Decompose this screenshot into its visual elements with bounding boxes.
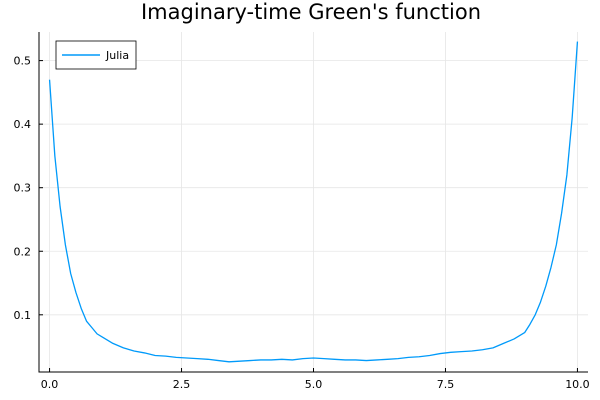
x-tick-label: 2.5 (173, 378, 191, 391)
y-tick-label: 0.4 (14, 118, 32, 131)
x-axis-ticks: 0.0 2.5 5.0 7.5 10.0 (41, 368, 590, 391)
series-layer (48, 41, 579, 363)
y-tick-label: 0.3 (14, 182, 32, 195)
chart-title: Imaginary-time Green's function (141, 0, 481, 24)
y-axis-ticks: 0.1 0.2 0.3 0.4 0.5 (14, 55, 43, 322)
x-tick-label: 5.0 (305, 378, 323, 391)
grid-lines (39, 32, 588, 372)
legend: Julia (55, 40, 137, 70)
legend-label-julia: Julia (105, 49, 129, 62)
y-tick-label: 0.5 (14, 55, 32, 68)
y-tick-label: 0.1 (14, 309, 32, 322)
x-tick-label: 10.0 (565, 378, 590, 391)
series-line-julia (48, 41, 579, 363)
axes-frame (38, 32, 588, 373)
x-tick-label: 7.5 (437, 378, 455, 391)
x-tick-label: 0.0 (41, 378, 59, 391)
y-tick-label: 0.2 (14, 245, 32, 258)
